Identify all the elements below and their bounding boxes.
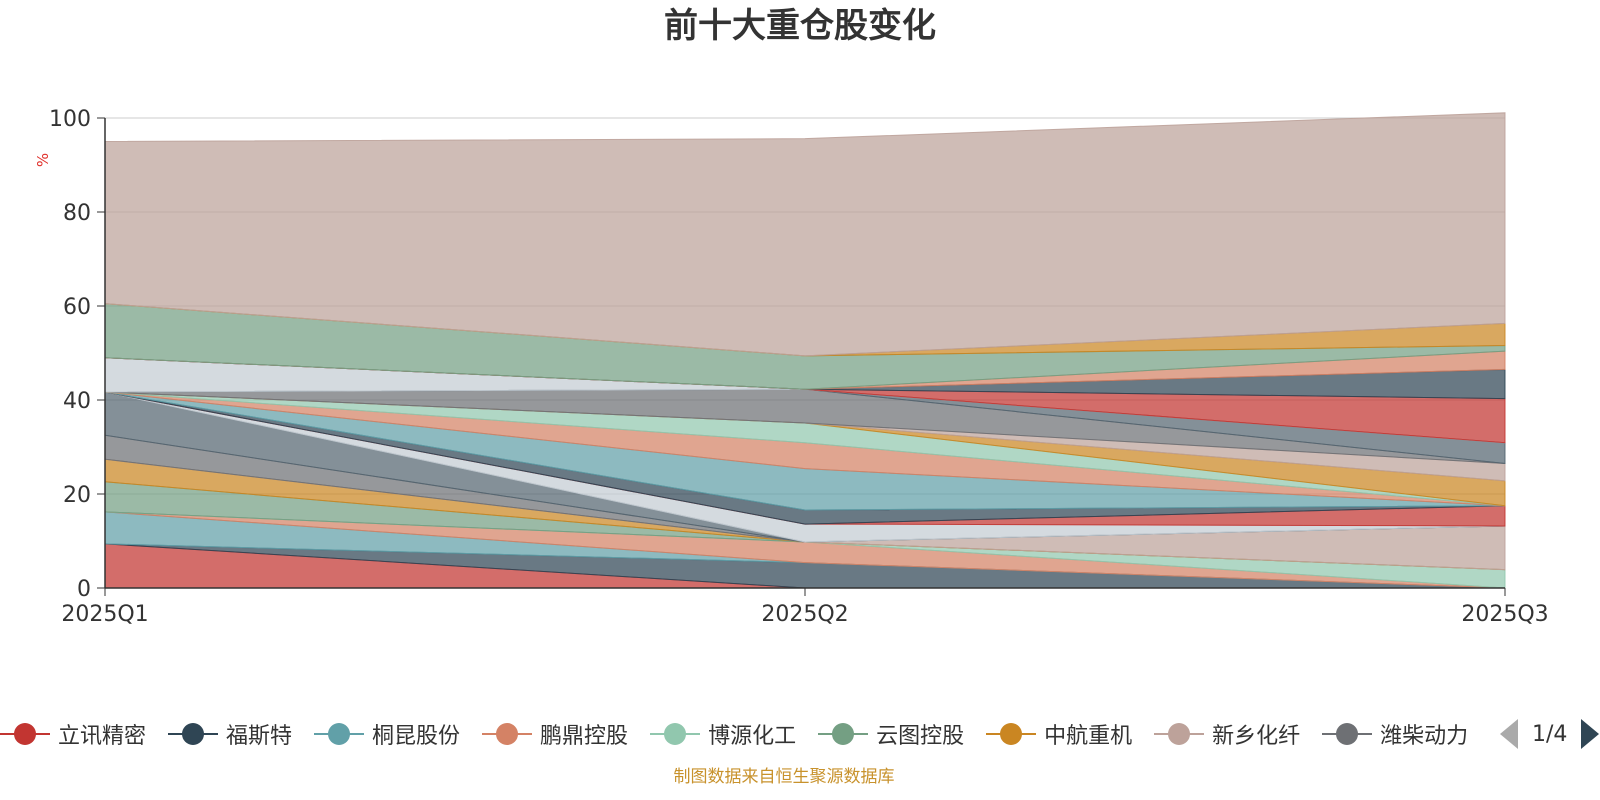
y-tick-label: 80 xyxy=(63,201,91,226)
legend-label: 云图控股 xyxy=(876,724,965,749)
legend-marker-icon xyxy=(482,722,533,746)
y-axis-label: % xyxy=(34,153,52,167)
legend-label: 新乡化纤 xyxy=(1212,724,1301,749)
legend-item[interactable]: 立讯精密 xyxy=(0,712,146,756)
legend-item[interactable]: 云图控股 xyxy=(818,712,964,756)
legend-label: 桐昆股份 xyxy=(372,724,461,749)
legend-item[interactable]: 潍柴动力 xyxy=(1322,712,1468,756)
legend: 立讯精密 福斯特 桐昆股份 鹏鼎控股 博源化工 云图控股 中航重机 新乡化纤 潍柴动力 xyxy=(0,712,1480,756)
stacked-area-chart: 0 20 40 60 80 100 2025Q1 2025Q2 2025Q3% xyxy=(34,107,1549,627)
legend-page-indicator: 1/4 xyxy=(1532,721,1568,747)
legend-marker-icon xyxy=(986,722,1037,746)
area-layer xyxy=(104,112,1506,589)
source-note: 制图数据来自恒生聚源数据库 xyxy=(673,767,895,787)
y-tick-label: 100 xyxy=(49,107,91,132)
legend-marker-icon xyxy=(314,722,365,746)
legend-item[interactable]: 新乡化纤 xyxy=(1154,712,1300,756)
x-tick-label: 2025Q3 xyxy=(1461,602,1548,627)
x-tick-label: 2025Q1 xyxy=(61,602,148,627)
legend-marker-icon xyxy=(168,722,219,746)
legend-label: 福斯特 xyxy=(226,724,293,749)
legend-prev-page-icon[interactable] xyxy=(1500,719,1518,749)
legend-label: 潍柴动力 xyxy=(1380,724,1469,749)
y-tick-label: 0 xyxy=(77,577,91,602)
area-series xyxy=(104,112,1506,357)
legend-marker-icon xyxy=(1322,722,1373,746)
legend-item[interactable]: 中航重机 xyxy=(986,712,1132,756)
legend-label: 博源化工 xyxy=(708,724,797,749)
y-tick-label: 60 xyxy=(63,295,91,320)
legend-marker-icon xyxy=(1154,722,1205,746)
legend-label: 鹏鼎控股 xyxy=(540,724,629,749)
legend-next-page-icon[interactable] xyxy=(1581,719,1600,749)
legend-item[interactable]: 鹏鼎控股 xyxy=(482,712,628,756)
legend-item[interactable]: 桐昆股份 xyxy=(314,712,460,756)
chart-title: 前十大重仓股变化 xyxy=(664,6,936,46)
legend-label: 中航重机 xyxy=(1044,724,1133,749)
x-tick-label: 2025Q2 xyxy=(761,602,848,627)
y-tick-label: 20 xyxy=(63,483,91,508)
legend-pager: 1/4 xyxy=(1500,712,1600,756)
legend-item[interactable]: 福斯特 xyxy=(168,712,292,756)
legend-marker-icon xyxy=(0,722,50,746)
legend-label: 立讯精密 xyxy=(58,724,147,749)
legend-item[interactable]: 博源化工 xyxy=(650,712,796,756)
y-tick-label: 40 xyxy=(63,389,91,414)
axis-layer: 0 20 40 60 80 100 2025Q1 2025Q2 2025Q3% xyxy=(34,107,1549,627)
legend-marker-icon xyxy=(650,722,701,746)
legend-marker-icon xyxy=(818,722,869,746)
